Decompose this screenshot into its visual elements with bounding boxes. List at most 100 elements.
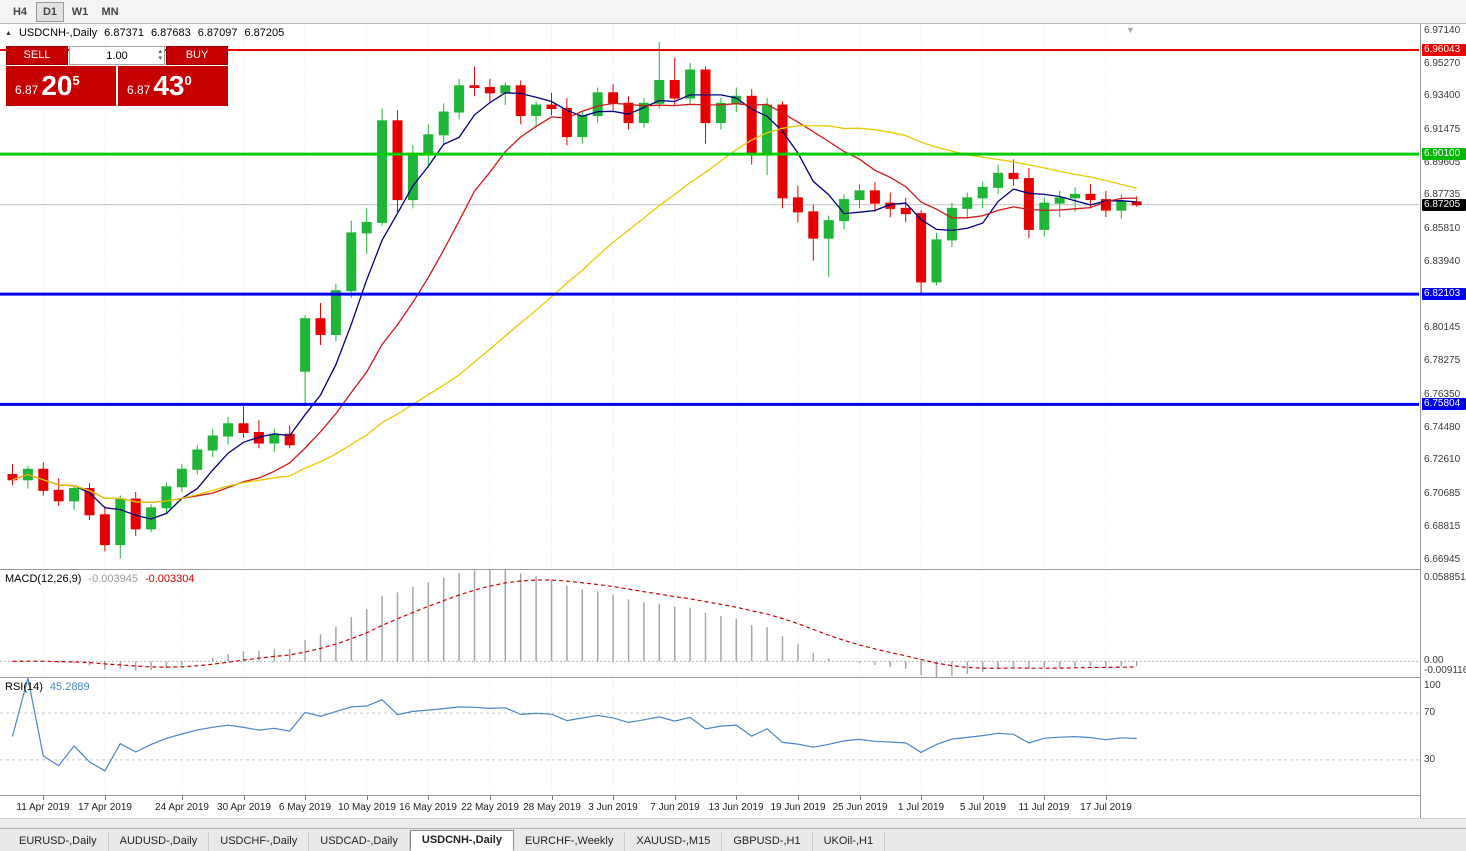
sell-price-big: 20 [41,70,73,101]
chart-tab-ukoil-h1[interactable]: UKOil-,H1 [813,832,886,851]
date-tick [1106,796,1107,800]
macd-axis-label: -0.009116 [1424,665,1466,676]
buy-button[interactable]: BUY [166,46,228,65]
chart-tab-gbpusd-h1[interactable]: GBPUSD-,H1 [722,832,813,851]
price-axis-label: 6.78275 [1424,355,1461,366]
price-axis[interactable]: 6.97140 6.95270 6.93400 6.91475 6.89605 6.877… [1420,24,1466,818]
ohlc-close: 6.87205 [244,27,285,39]
spinner-down-icon[interactable]: ▾ [158,55,162,62]
macd-chart[interactable] [0,570,1419,677]
ohlc-open: 6.87371 [104,27,144,39]
date-axis-label: 11 Jul 2019 [1018,802,1070,813]
rsi-chart[interactable] [0,678,1419,795]
date-tick [983,796,984,800]
date-tick [675,796,676,800]
price-axis-label: 6.95270 [1424,58,1461,69]
date-tick [105,796,106,800]
date-axis-label: 1 Jul 2019 [897,802,945,813]
price-axis-label: 6.91475 [1424,124,1461,135]
sell-price-display[interactable]: 6.87 20 5 [6,66,116,106]
macd-title: MACD(12,26,9) -0.003945 -0.003304 [5,573,195,585]
buy-price-display[interactable]: 6.87 43 0 [118,66,228,106]
rsi-panel: RSI(14) 45.2889 [0,678,1419,795]
price-axis-label: 6.72610 [1424,454,1461,465]
rsi-value: 45.2889 [49,681,90,693]
date-tick [736,796,737,800]
panel-divider[interactable] [0,795,1466,796]
date-axis-label: 16 May 2019 [399,802,457,813]
price-level-label: 6.96043 [1422,44,1466,56]
rsi-axis-label: 30 [1424,754,1436,765]
panel-divider[interactable] [0,677,1466,678]
price-axis-label: 6.87735 [1424,189,1461,200]
sell-price-sup: 5 [72,72,80,88]
horizontal-scrollbar[interactable] [0,818,1466,828]
price-level-label: 6.82103 [1422,288,1466,300]
candlestick-chart[interactable] [0,24,1419,569]
ohlc-high: 6.87683 [150,27,191,39]
date-axis-label: 10 May 2019 [338,802,396,813]
timeframe-button-mn[interactable]: MN [101,5,119,18]
chart-tab-eurusd-daily[interactable]: EURUSD-,Daily [8,832,109,851]
timeframe-toolbar: H4 D1 W1 MN [0,0,1466,24]
buy-price-sup: 0 [184,72,192,88]
macd-panel: MACD(12,26,9) -0.003945 -0.003304 [0,570,1419,677]
timeframe-button-w1[interactable]: W1 [71,5,89,18]
price-level-label: 6.75804 [1422,398,1466,410]
rsi-title: RSI(14) 45.2889 [5,681,90,693]
chart-tab-audusd-daily[interactable]: AUDUSD-,Daily [109,832,210,851]
price-axis-label: 6.85810 [1424,223,1461,234]
timeframe-button-h4[interactable]: H4 [12,5,28,18]
date-axis-label: 19 Jun 2019 [770,802,826,813]
date-axis-label: 3 Jun 2019 [588,802,638,813]
sell-price-main: 6.87 [15,83,39,97]
price-level-label: 6.90100 [1422,148,1466,160]
volume-spinner[interactable]: ▴ ▾ [158,48,162,62]
date-tick [490,796,491,800]
chart-tab-usdcad-daily[interactable]: USDCAD-,Daily [309,832,410,851]
date-tick [860,796,861,800]
date-axis-label: 28 May 2019 [523,802,581,813]
rsi-axis-label: 100 [1424,680,1441,691]
price-axis-label: 6.74480 [1424,422,1461,433]
price-axis-label: 6.68815 [1424,521,1461,532]
chart-tab-usdchf-daily[interactable]: USDCHF-,Daily [209,832,310,851]
chart-tab-xauusd-m15[interactable]: XAUUSD-,M15 [625,832,723,851]
sell-button[interactable]: SELL [6,46,68,65]
buy-price-main: 6.87 [127,83,151,97]
date-axis-label: 30 Apr 2019 [217,802,271,813]
buy-price-big: 43 [153,70,185,101]
timeframe-button-d1[interactable]: D1 [36,1,64,22]
macd-signal-value: -0.003304 [144,573,195,585]
panel-divider[interactable] [0,569,1466,570]
expand-icon[interactable]: ▲ [5,29,12,37]
macd-axis-label: 0.00 [1424,655,1444,666]
volume-input[interactable]: 1.00 ▴ ▾ [69,46,165,65]
price-axis-label: 6.80145 [1424,322,1461,333]
current-price-label: 6.87205 [1422,199,1466,211]
one-click-trading-panel: SELL 1.00 ▴ ▾ BUY 6.87 20 5 6 [6,46,228,106]
date-tick [367,796,368,800]
date-tick [182,796,183,800]
price-axis-label: 6.66945 [1424,554,1461,565]
macd-axis-label: 0.058851 [1424,572,1466,583]
chart-tab-usdcnh-daily[interactable]: USDCNH-,Daily [409,830,514,851]
spinner-up-icon[interactable]: ▴ [158,48,162,55]
date-axis-label: 7 Jun 2019 [650,802,700,813]
rsi-name: RSI(14) [5,681,43,693]
chart-window: ▲ USDCNH-,Daily 6.87371 6.87683 6.87097 … [0,24,1466,818]
price-axis-label: 6.83940 [1424,256,1461,267]
chart-tab-eurchf-weekly[interactable]: EURCHF-,Weekly [514,832,626,851]
date-axis-label: 24 Apr 2019 [155,802,209,813]
rsi-axis-label: 70 [1424,707,1436,718]
price-axis-label: 6.76350 [1424,389,1461,400]
chart-shift-marker-icon[interactable]: ▼ [1126,25,1135,35]
chart-symbol-timeframe: USDCNH-,Daily [18,27,98,39]
date-axis-label: 25 Jun 2019 [832,802,888,813]
date-axis-label: 17 Apr 2019 [78,802,132,813]
date-axis[interactable]: 11 Apr 2019 17 Apr 2019 24 Apr 2019 30 Apr … [0,796,1419,818]
macd-name: MACD(12,26,9) [5,573,82,585]
chart-tab-bar: EURUSD-,Daily AUDUSD-,Daily USDCHF-,Daily U… [0,828,1466,851]
date-tick [305,796,306,800]
date-axis-label: 6 May 2019 [278,802,332,813]
